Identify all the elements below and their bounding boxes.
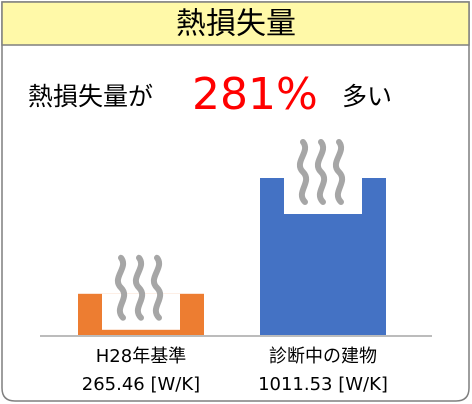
value-label: 265.46 [W/K] — [82, 374, 200, 395]
steam-icon — [114, 254, 128, 321]
headline-suffix: 多い — [342, 82, 392, 111]
steam-icon — [332, 139, 346, 205]
category-label: 診断中の建物 — [269, 346, 377, 367]
title: 熱損失量 — [176, 7, 296, 42]
steam-icon — [296, 139, 310, 205]
title-box — [1, 1, 470, 46]
value-label: 1011.53 [W/K] — [258, 374, 388, 395]
headline-prefix: 熱損失量が — [28, 82, 153, 111]
steam-icon — [132, 254, 146, 321]
category-label: H28年基準 — [96, 346, 186, 367]
steam-icon — [314, 139, 328, 205]
steam-icon — [150, 254, 164, 321]
headline-highlight: 281% — [192, 69, 318, 120]
